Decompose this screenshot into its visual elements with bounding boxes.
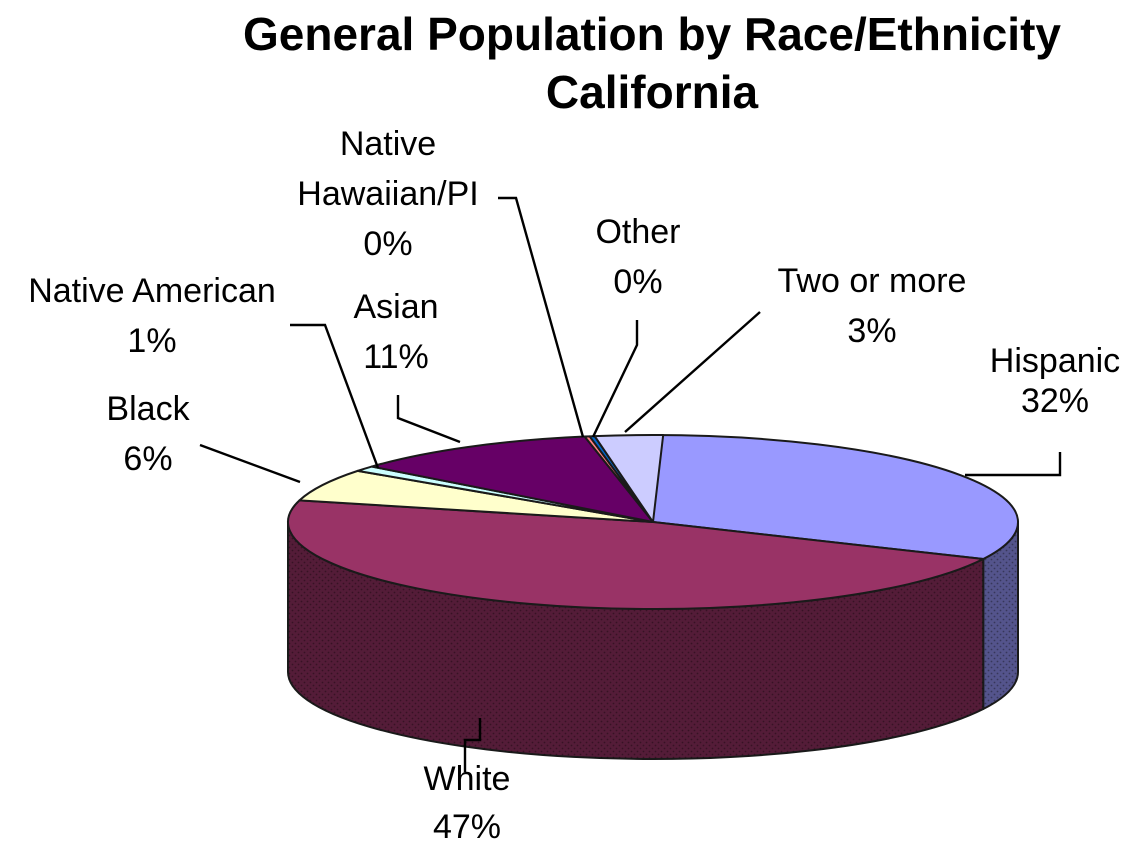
slice-name-label: Hispanic	[990, 342, 1120, 380]
chart-subtitle: California	[546, 66, 759, 118]
slice-name-label: Black	[106, 390, 190, 428]
label-asian: Asian 11%	[353, 288, 438, 376]
leader-line-white	[463, 718, 482, 772]
pie-top	[287, 434, 1019, 611]
slice-hispanic	[652, 434, 1019, 561]
slice-name-label: White	[424, 760, 511, 798]
leader-line-hispanic	[965, 452, 1062, 477]
label-black: Black 6%	[106, 390, 190, 478]
slice-name-label: Asian	[353, 288, 438, 326]
slice-name-label: Hawaiian/PI	[297, 175, 478, 213]
slice-value-label: 32%	[1021, 382, 1089, 420]
label-other: Other 0%	[595, 213, 680, 301]
slice-asian	[370, 435, 654, 523]
slice-name-label: Other	[595, 213, 680, 251]
slice-name-label: Native American	[28, 272, 276, 310]
leader-lines	[199, 196, 1062, 772]
label-native_hawaiian_pi: Native Hawaiian/PI 0%	[297, 125, 478, 263]
chart-title: General Population by Race/Ethnicity	[243, 8, 1061, 60]
leader-line-other	[591, 320, 639, 438]
slice-value-label: 0%	[613, 263, 662, 301]
leader-line-asian	[396, 395, 461, 444]
leader-line-native_american	[290, 323, 380, 469]
slice-name-label: Native	[340, 125, 436, 163]
label-native_american: Native American 1%	[28, 272, 276, 360]
slice-value-label: 11%	[363, 338, 429, 376]
leader-line-black	[199, 443, 301, 484]
label-white: White 47%	[424, 760, 511, 846]
slice-name-label: Two or more	[778, 262, 967, 300]
slice-value-label: 0%	[363, 225, 412, 263]
label-two_or_more: Two or more 3%	[778, 262, 967, 350]
slice-value-label: 3%	[847, 312, 896, 350]
leader-line-native_hawaiian_pi	[498, 196, 585, 438]
slice-value-label: 47%	[433, 808, 501, 846]
slice-black	[298, 469, 654, 523]
leader-line-two_or_more	[624, 311, 761, 433]
slice-value-label: 1%	[127, 322, 176, 360]
slice-white	[287, 499, 985, 611]
slice-value-label: 6%	[123, 440, 172, 478]
